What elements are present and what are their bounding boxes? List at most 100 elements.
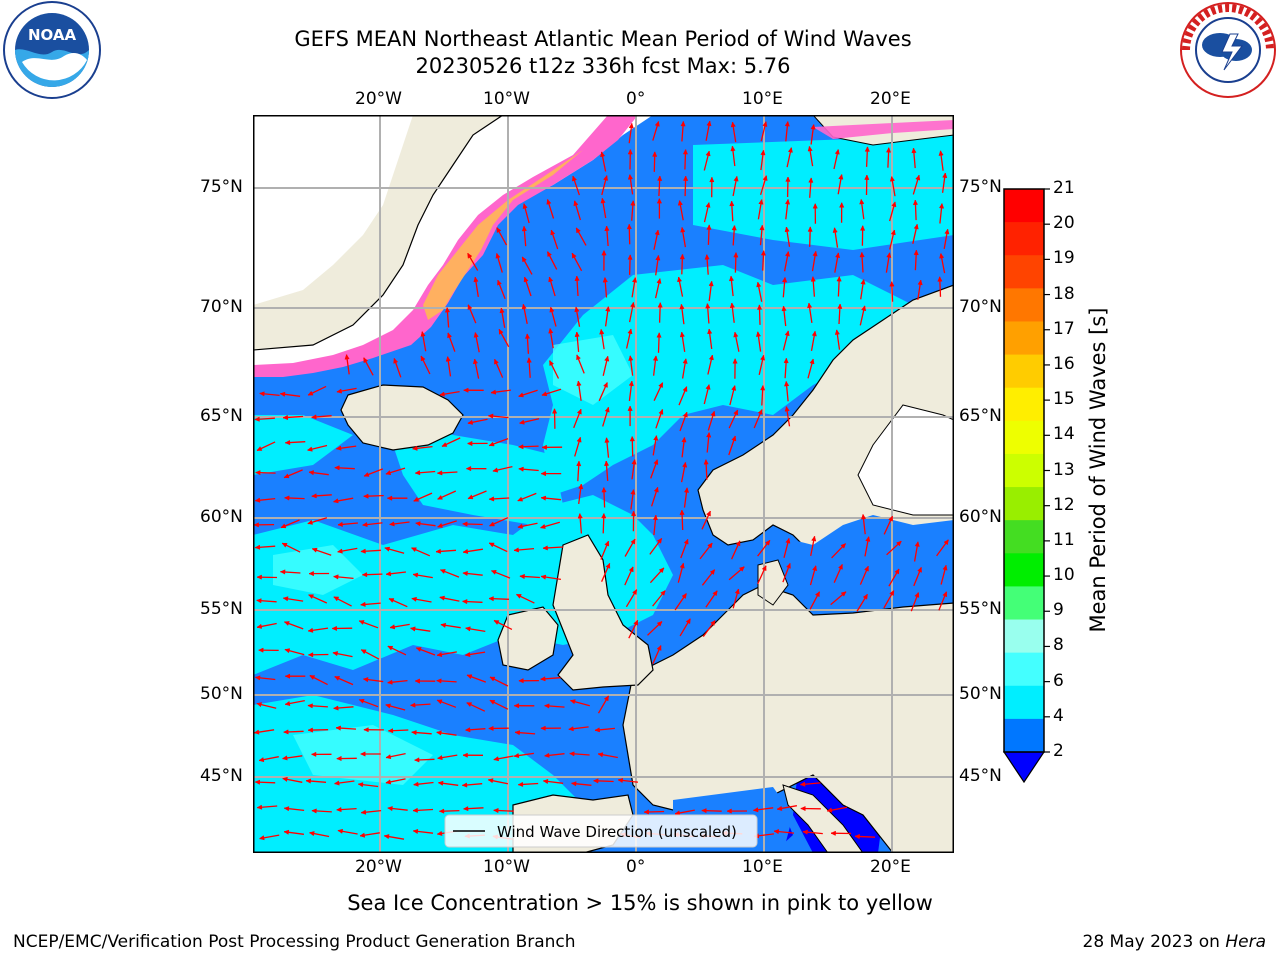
colorbar-tick-label: 17 xyxy=(1053,318,1075,339)
wave-direction-arrowhead xyxy=(437,780,444,786)
wave-direction-arrowhead xyxy=(757,408,763,415)
wave-direction-arrowhead xyxy=(603,175,609,181)
wave-direction-arrowhead xyxy=(518,678,524,684)
colorbar-band xyxy=(1004,619,1044,654)
wave-direction-arrowhead xyxy=(387,645,394,651)
wave-direction-arrowhead xyxy=(254,779,261,785)
wave-direction-arrowhead xyxy=(513,547,519,553)
wave-direction-arrowhead xyxy=(568,726,574,732)
wave-direction-arrowhead xyxy=(546,198,552,205)
wave-direction-arrowhead xyxy=(305,778,312,784)
wave-direction-arrowhead xyxy=(363,472,370,477)
wave-direction-arrowhead xyxy=(628,566,634,573)
wave-direction-arrowhead xyxy=(461,599,468,605)
wave-direction-arrowhead xyxy=(335,725,341,731)
wave-direction-arrowhead xyxy=(629,435,635,442)
colorbar-tick-label: 4 xyxy=(1053,705,1064,726)
wave-direction-arrowhead xyxy=(733,175,739,182)
colorbar-band xyxy=(1004,354,1044,389)
colorbar-tick-label: 20 xyxy=(1053,213,1075,234)
wave-direction-arrowhead xyxy=(490,570,497,575)
wave-direction-arrowhead xyxy=(709,176,715,183)
wave-direction-arrowhead xyxy=(600,151,606,158)
wave-direction-arrowhead xyxy=(495,252,501,259)
wave-direction-arrowhead xyxy=(679,253,685,260)
wave-direction-arrowhead xyxy=(410,547,417,553)
wave-direction-arrowhead xyxy=(281,542,288,548)
lat-tick-left: 75°N xyxy=(200,177,243,197)
lon-tick-top: 10°W xyxy=(483,89,530,109)
wave-direction-arrowhead xyxy=(363,357,369,364)
wave-direction-arrowhead xyxy=(256,446,263,451)
wave-direction-arrowhead xyxy=(357,782,364,788)
wave-direction-arrowhead xyxy=(358,698,365,704)
wave-direction-arrowhead xyxy=(283,829,290,835)
wave-direction-arrowhead xyxy=(464,727,471,733)
wave-direction-arrowhead xyxy=(521,303,527,310)
wave-direction-arrowhead xyxy=(436,830,443,836)
wave-direction-arrowhead xyxy=(362,521,368,528)
wave-direction-arrowhead xyxy=(712,590,718,597)
wave-direction-arrowhead xyxy=(309,675,316,680)
wave-direction-arrowhead xyxy=(654,229,660,236)
wave-direction-arrowhead xyxy=(307,652,314,658)
colorbar-tick-label: 21 xyxy=(1053,178,1075,198)
wave-direction-arrowhead xyxy=(896,540,902,547)
wave-direction-arrowhead xyxy=(761,565,767,572)
wave-direction-arrowhead xyxy=(493,807,499,814)
great-britain-land xyxy=(552,534,654,691)
wave-direction-arrowhead xyxy=(467,304,473,310)
footer-date-text: 28 May 2023 on xyxy=(1082,932,1226,952)
wave-direction-arrowhead xyxy=(604,355,610,362)
colorbar-band xyxy=(1004,453,1044,488)
wave-direction-arrowhead xyxy=(473,331,479,338)
wave-direction-arrowhead xyxy=(335,445,342,451)
wave-direction-arrowhead xyxy=(411,730,417,736)
wave-direction-arrowhead xyxy=(682,358,688,364)
wave-direction-arrowhead xyxy=(308,831,315,837)
wave-direction-arrowhead xyxy=(812,203,818,209)
wave-direction-arrowhead xyxy=(334,465,340,471)
wave-direction-arrowhead xyxy=(383,834,390,840)
wave-direction-arrowhead xyxy=(760,354,766,361)
wave-direction-arrowhead xyxy=(256,598,262,604)
wave-direction-arrowhead xyxy=(464,651,471,658)
wave-direction-arrowhead xyxy=(656,198,663,204)
wave-direction-arrowhead xyxy=(732,358,738,364)
wave-direction-arrowhead xyxy=(544,703,550,709)
wave-direction-arrowhead xyxy=(862,593,868,600)
wave-direction-arrowhead xyxy=(280,523,287,529)
wave-direction-arrowhead xyxy=(467,494,474,500)
wave-direction-arrowhead xyxy=(489,676,496,682)
wave-direction-arrowhead xyxy=(254,675,261,681)
wave-direction-arrowhead xyxy=(680,120,686,127)
wave-direction-arrowhead xyxy=(333,705,339,711)
lat-tick-left: 45°N xyxy=(200,766,243,786)
wave-direction-arrowhead xyxy=(413,781,419,787)
wave-direction-arrowhead xyxy=(681,436,687,443)
wave-direction-arrowhead xyxy=(679,331,685,338)
wave-direction-arrowhead xyxy=(681,593,687,599)
wave-direction-arrowhead xyxy=(360,601,366,607)
wave-direction-arrowhead xyxy=(604,437,610,443)
wave-direction-arrowhead xyxy=(594,727,600,733)
wave-direction-arrowhead xyxy=(307,390,314,396)
wave-direction-arrowhead xyxy=(306,446,313,452)
wave-direction-arrowhead xyxy=(573,200,579,207)
wave-direction-arrowhead xyxy=(549,360,555,366)
wave-direction-arrowhead xyxy=(337,548,343,554)
wave-direction-arrowhead xyxy=(384,546,391,552)
wave-direction-arrowhead xyxy=(258,835,265,841)
wave-direction-arrowhead xyxy=(705,302,711,309)
wave-direction-arrowhead xyxy=(540,725,546,731)
wave-direction-arrowhead xyxy=(604,406,610,413)
wave-direction-arrowhead xyxy=(467,440,473,447)
wave-direction-arrowhead xyxy=(627,328,633,335)
wave-direction-arrowhead xyxy=(518,466,524,472)
wave-direction-arrowhead xyxy=(660,590,666,596)
wave-direction-arrowhead xyxy=(576,436,582,443)
wave-direction-arrowhead xyxy=(653,486,659,493)
wave-direction-arrowhead xyxy=(570,781,577,787)
lat-tick-left: 50°N xyxy=(200,684,243,704)
wave-direction-arrowhead xyxy=(943,539,949,546)
